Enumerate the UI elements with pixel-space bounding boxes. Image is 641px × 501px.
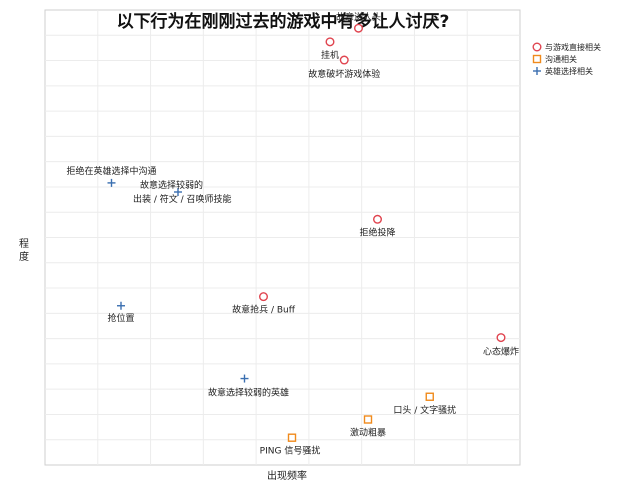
point-label: 心态爆炸 xyxy=(483,346,519,358)
point-label: 口头 / 文字骚扰 xyxy=(393,404,456,416)
point-label: 故意破坏游戏体验 xyxy=(308,68,380,80)
data-point: 故意抢兵 / Buff xyxy=(232,292,296,316)
chart-title: 以下行为在刚刚过去的游戏中有多让人讨厌? xyxy=(117,11,450,32)
data-point: PING 信号骚扰 xyxy=(260,433,321,457)
point-circle-marker xyxy=(532,42,542,52)
data-point: 口头 / 文字骚扰 xyxy=(393,392,456,416)
legend-label: 与游戏直接相关 xyxy=(545,42,601,52)
point-label: 激动粗暴 xyxy=(350,427,386,439)
legend-item: 沟通相关 xyxy=(532,54,577,64)
y-axis-label: 程度 xyxy=(19,238,29,263)
point-label: PING 信号骚扰 xyxy=(260,445,321,457)
data-point: 故意选择较弱的英雄 xyxy=(208,374,289,399)
point-square-marker xyxy=(363,415,373,424)
point-circle-marker xyxy=(496,333,506,343)
point-plus-marker xyxy=(240,374,249,383)
point-plus-marker xyxy=(107,178,116,187)
data-point: 故意送人头 xyxy=(336,11,381,33)
data-point: 抢位置 xyxy=(107,301,135,324)
data-point: 拒绝在英雄选择中沟通 xyxy=(66,165,157,187)
data-point: 故意破坏游戏体验 xyxy=(308,55,380,80)
x-axis-label: 出现频率 xyxy=(267,469,307,482)
point-label: 故意选择较弱的英雄 xyxy=(208,387,289,399)
point-label: 拒绝在英雄选择中沟通 xyxy=(66,165,156,177)
data-point: 拒绝投降 xyxy=(359,214,396,238)
point-label: 挂机 xyxy=(321,49,339,61)
point-label: 故意选择较弱的出装 / 符文 / 召唤师技能 xyxy=(133,179,232,205)
point-circle-marker xyxy=(339,55,349,65)
data-point: 故意选择较弱的出装 / 符文 / 召唤师技能 xyxy=(133,179,232,205)
legend-item: 与游戏直接相关 xyxy=(532,42,601,52)
data-point: 挂机 xyxy=(321,37,339,61)
point-square-marker xyxy=(287,433,297,442)
grid-layer xyxy=(44,9,521,466)
point-circle-marker xyxy=(354,23,364,33)
data-point: 激动粗暴 xyxy=(350,415,386,439)
point-circle-marker xyxy=(373,214,383,224)
point-plus-marker xyxy=(174,188,182,196)
legend-label: 英雄选择相关 xyxy=(545,66,593,76)
legend-item: 英雄选择相关 xyxy=(533,66,593,76)
point-label: 拒绝投降 xyxy=(359,226,395,238)
point-circle-marker xyxy=(259,292,269,302)
point-label: 抢位置 xyxy=(107,312,134,324)
point-circle-marker xyxy=(325,37,335,47)
point-plus-marker xyxy=(533,67,541,75)
point-square-marker xyxy=(425,392,434,401)
point-plus-marker xyxy=(117,301,125,310)
point-label: 故意抢兵 / Buff xyxy=(232,304,296,316)
point-square-marker xyxy=(532,54,542,64)
legend-label: 沟通相关 xyxy=(545,54,577,64)
data-point: 心态爆炸 xyxy=(483,333,519,358)
point-label: 故意送人头 xyxy=(336,11,381,23)
